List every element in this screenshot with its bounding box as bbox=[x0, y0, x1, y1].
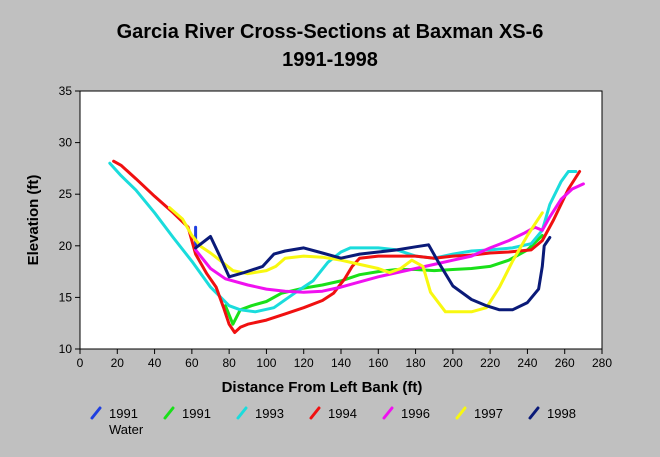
x-tick-label: 180 bbox=[406, 356, 426, 370]
plot-area bbox=[79, 90, 603, 350]
x-axis: 0 20 40 60 80 100 120 140 160 180 200 220 240 260 280 bbox=[77, 349, 612, 370]
x-tick-label: 220 bbox=[480, 356, 500, 370]
series-line-1998 bbox=[194, 235, 552, 312]
legend-label-1991-water: 1991 bbox=[109, 406, 138, 421]
x-tick-label: 280 bbox=[592, 356, 612, 370]
legend-swatch-1996 bbox=[382, 406, 394, 420]
legend-swatch-1997 bbox=[455, 406, 467, 420]
legend-label-1994: 1994 bbox=[328, 406, 357, 421]
y-tick-label: 10 bbox=[59, 342, 73, 356]
legend-swatch-1994 bbox=[309, 406, 321, 420]
series-lines bbox=[108, 159, 585, 334]
y-tick-label: 25 bbox=[59, 187, 73, 201]
x-tick-label: 120 bbox=[294, 356, 314, 370]
legend-label-1996: 1996 bbox=[401, 406, 430, 421]
series-line-1994 bbox=[112, 159, 582, 334]
legend-label-1997: 1997 bbox=[474, 406, 503, 421]
y-tick-label: 20 bbox=[59, 239, 73, 253]
x-axis-title: Distance From Left Bank (ft) bbox=[222, 379, 423, 396]
x-tick-label: 140 bbox=[331, 356, 351, 370]
legend-label-1991-water-line2: Water bbox=[109, 422, 144, 437]
x-tick-label: 100 bbox=[256, 356, 276, 370]
y-axis-title: Elevation (ft) bbox=[25, 175, 42, 266]
x-tick-label: 0 bbox=[77, 356, 84, 370]
legend-label-1993: 1993 bbox=[255, 406, 284, 421]
legend-swatch-1991 bbox=[163, 406, 175, 420]
legend-swatch-1991-water bbox=[90, 406, 102, 420]
series-line-1993 bbox=[108, 161, 578, 314]
x-tick-label: 240 bbox=[517, 356, 537, 370]
chart-subtitle: 1991-1998 bbox=[282, 49, 378, 71]
series-line-1996 bbox=[194, 182, 585, 294]
y-tick-label: 30 bbox=[59, 136, 73, 150]
legend-swatch-1998 bbox=[528, 406, 540, 420]
x-tick-label: 60 bbox=[185, 356, 199, 370]
legend-label-1991: 1991 bbox=[182, 406, 211, 421]
chart-title: Garcia River Cross-Sections at Baxman XS… bbox=[117, 21, 544, 43]
x-tick-label: 260 bbox=[555, 356, 575, 370]
series-line-1991 bbox=[223, 234, 544, 326]
legend-label-1998: 1998 bbox=[547, 406, 576, 421]
series-line-1997 bbox=[168, 206, 544, 314]
y-tick-label: 15 bbox=[59, 290, 73, 304]
legend-swatch-1993 bbox=[236, 406, 248, 420]
y-tick-label: 35 bbox=[59, 84, 73, 98]
x-tick-label: 200 bbox=[443, 356, 463, 370]
y-axis: 10 15 20 25 30 35 bbox=[59, 84, 80, 356]
x-tick-label: 40 bbox=[148, 356, 162, 370]
x-tick-label: 20 bbox=[111, 356, 125, 370]
x-tick-label: 80 bbox=[222, 356, 236, 370]
x-tick-label: 160 bbox=[368, 356, 388, 370]
